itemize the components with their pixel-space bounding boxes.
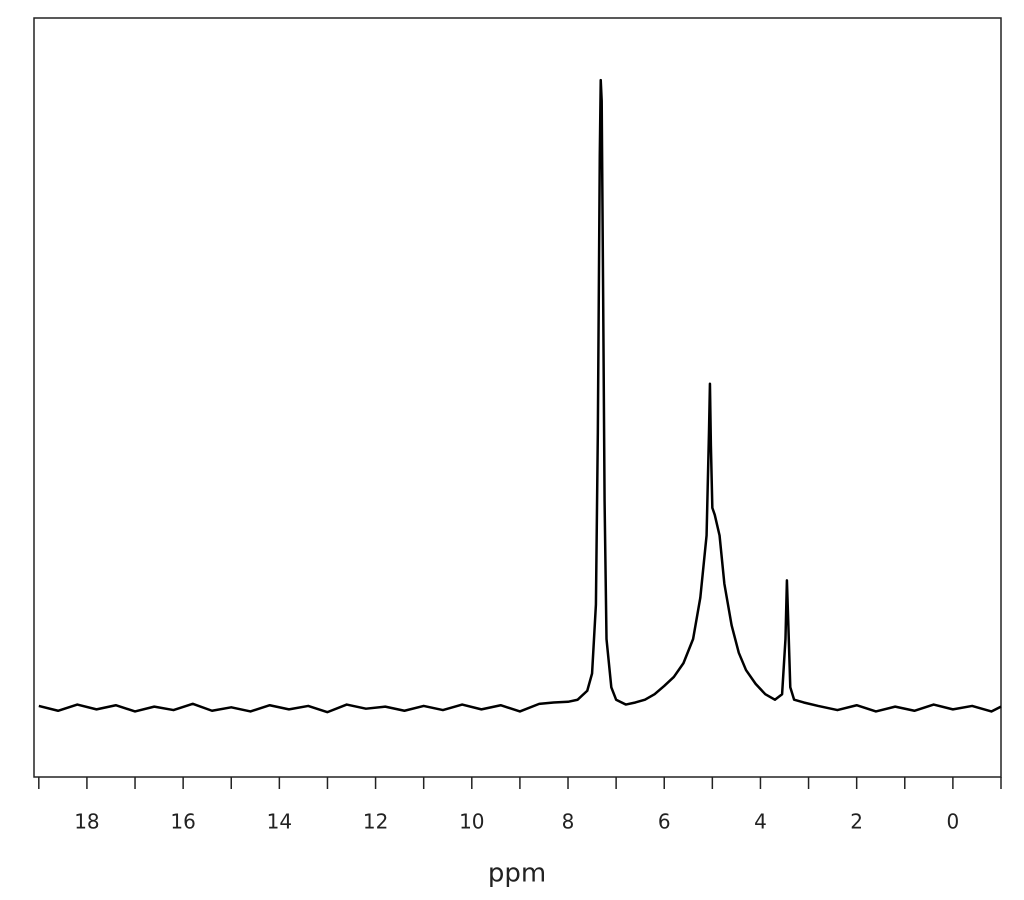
spectrum-line bbox=[38, 78, 1002, 714]
x-tick-label: 12 bbox=[363, 810, 388, 834]
x-tick-label: 6 bbox=[658, 810, 671, 834]
x-tick-label: 16 bbox=[170, 810, 195, 834]
x-tick-label: 10 bbox=[459, 810, 484, 834]
x-tick-label: 18 bbox=[74, 810, 99, 834]
x-tick-label: 4 bbox=[754, 810, 767, 834]
x-tick-label: 2 bbox=[850, 810, 863, 834]
x-tick-label: 14 bbox=[267, 810, 292, 834]
plot-frame bbox=[33, 17, 1002, 778]
x-tick-label: 8 bbox=[562, 810, 575, 834]
x-tick-label: 0 bbox=[947, 810, 960, 834]
x-axis-label: ppm bbox=[488, 859, 546, 889]
